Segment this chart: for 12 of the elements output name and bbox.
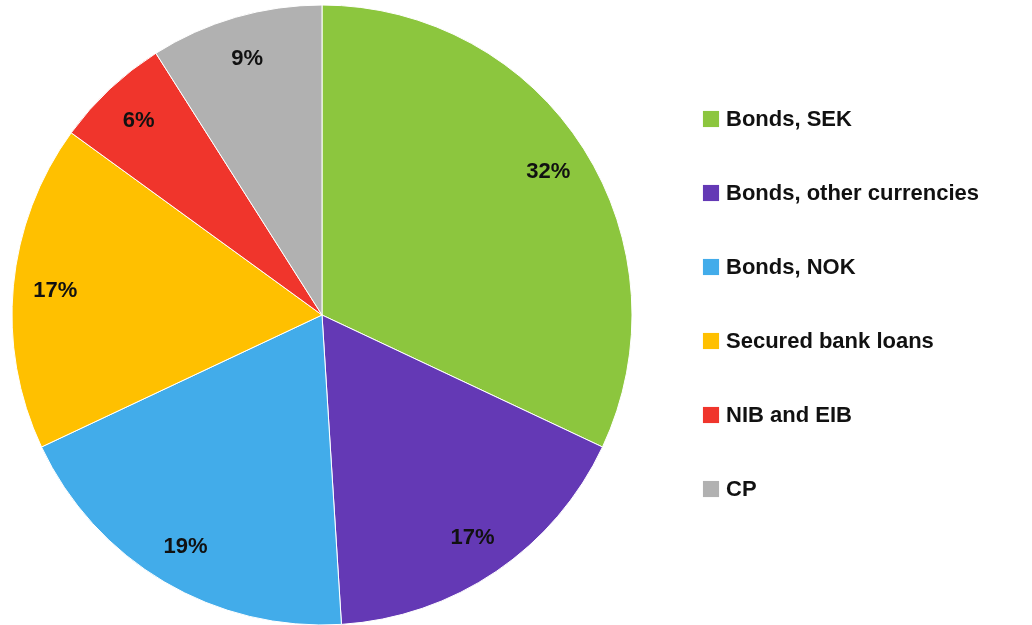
data-label: 17% (33, 276, 78, 302)
legend-label: NIB and EIB (726, 402, 852, 427)
legend-label: Secured bank loans (726, 328, 934, 353)
data-label: 9% (231, 44, 264, 70)
legend-label: Bonds, other currencies (726, 180, 980, 205)
data-label: 17% (450, 523, 495, 549)
legend-label: Bonds, SEK (726, 106, 853, 131)
data-label: 6% (122, 106, 155, 132)
legend-label: Bonds, NOK (726, 254, 856, 279)
legend-label: CP (726, 476, 757, 501)
data-label: 32% (526, 158, 571, 184)
data-label: 19% (163, 532, 208, 558)
